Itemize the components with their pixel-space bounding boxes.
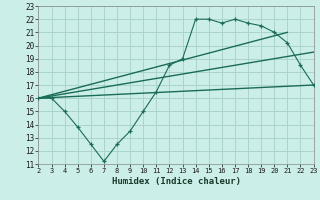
X-axis label: Humidex (Indice chaleur): Humidex (Indice chaleur) — [111, 177, 241, 186]
